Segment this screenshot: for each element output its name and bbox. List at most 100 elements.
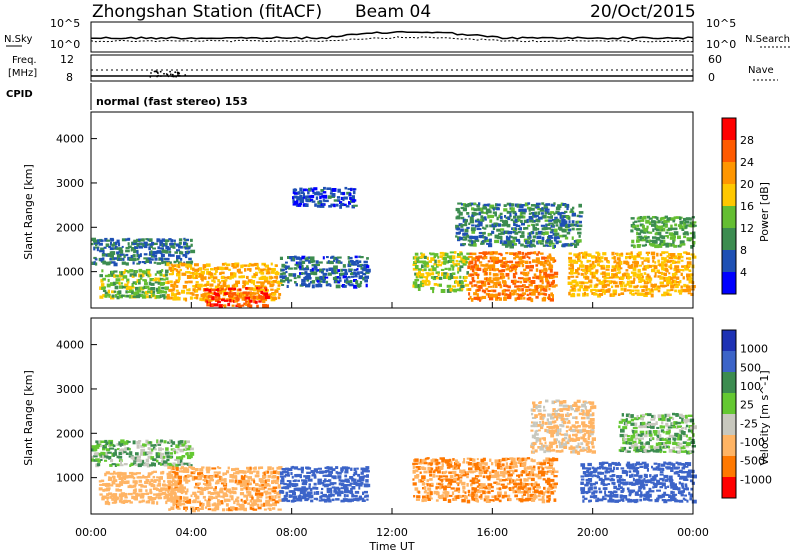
echo-cell [664, 263, 668, 267]
echo-cell [457, 466, 460, 470]
echo-cell [194, 289, 197, 293]
echo-cell [350, 467, 353, 471]
echo-cell [414, 252, 419, 256]
echo-cell [144, 480, 149, 485]
echo-cell [643, 477, 646, 481]
echo-cell [428, 260, 432, 263]
echo-cell [493, 268, 497, 272]
echo-cell [167, 466, 173, 470]
echo-cell [537, 446, 541, 449]
echo-cell [142, 460, 145, 464]
echo-cell [317, 192, 320, 196]
echo-cell [548, 253, 552, 256]
echo-cell [159, 257, 163, 260]
echo-cell [500, 483, 505, 486]
echo-cell [144, 282, 148, 286]
echo-cell [469, 268, 473, 271]
echo-cell [412, 267, 418, 271]
echo-cell [138, 254, 141, 259]
echo-cell [412, 462, 416, 466]
echo-cell [519, 280, 523, 284]
echo-cell [179, 484, 184, 489]
echo-cell [159, 282, 164, 286]
echo-cell [136, 472, 141, 475]
echo-cell [529, 292, 533, 296]
echo-cell [637, 216, 641, 219]
echo-cell [258, 487, 263, 491]
echo-cell [356, 479, 362, 483]
echo-cell [360, 471, 364, 475]
echo-cell [541, 420, 545, 425]
echo-cell [327, 272, 332, 276]
echo-cell [543, 226, 548, 231]
echo-cell [145, 243, 149, 246]
echo-cell [312, 471, 316, 476]
echo-cell [311, 271, 314, 274]
echo-cell [567, 281, 573, 285]
echo-cell [141, 261, 146, 264]
echo-cell [206, 470, 210, 474]
echo-cell [604, 490, 607, 495]
echo-cell [165, 250, 169, 254]
echo-cell [175, 296, 179, 301]
freq-dot [174, 71, 177, 74]
echo-cell [423, 261, 427, 264]
echo-cell [149, 441, 152, 444]
echo-cell [573, 403, 578, 407]
echo-cell [163, 462, 168, 467]
echo-cell [298, 265, 302, 269]
echo-cell [151, 501, 154, 505]
echo-cell [186, 470, 190, 473]
echo-cell [355, 259, 359, 263]
echo-cell [467, 462, 473, 466]
echo-cell [423, 255, 427, 259]
echo-cell [516, 498, 520, 501]
echo-cell [587, 437, 590, 440]
echo-cell [686, 288, 692, 292]
echo-cell [604, 494, 607, 497]
echo-cell [362, 491, 365, 495]
echo-cell [239, 483, 244, 488]
echo-structure [99, 268, 170, 300]
echo-cell [223, 289, 227, 294]
echo-cell [199, 273, 204, 277]
echo-cell [633, 260, 638, 265]
echo-cell [688, 269, 692, 272]
echo-cell [188, 274, 192, 279]
echo-cell [643, 285, 648, 289]
echo-cell [480, 497, 483, 500]
echo-cell [584, 440, 588, 443]
echo-cell [365, 483, 371, 488]
echo-cell [625, 269, 629, 272]
echo-cell [551, 441, 555, 445]
echo-cell [577, 220, 580, 223]
echo-cell [514, 212, 518, 216]
echo-cell [589, 279, 593, 284]
echo-cell [528, 207, 531, 212]
echo-cell [424, 283, 430, 286]
echo-cell [660, 463, 666, 467]
echo-cell [602, 482, 606, 487]
echo-cell [532, 441, 537, 445]
echo-cell [172, 487, 177, 492]
y-tick-label: 2000 [56, 221, 84, 234]
echo-cell [632, 482, 637, 485]
echo-cell [306, 265, 309, 269]
echo-cell [609, 469, 615, 473]
echo-cell [216, 266, 221, 270]
echo-cell [252, 292, 257, 295]
echo-cell [452, 267, 455, 271]
echo-cell [665, 493, 669, 496]
echo-cell [152, 484, 156, 488]
echo-cell [446, 485, 451, 488]
echo-cell [641, 261, 644, 265]
echo-cell [186, 245, 192, 248]
echo-cell [148, 295, 152, 299]
echo-cell [271, 271, 275, 274]
echo-cell [133, 472, 138, 476]
echo-cell [643, 293, 648, 297]
echo-cell [657, 289, 661, 293]
echo-cell [340, 487, 345, 490]
echo-cell [516, 252, 519, 257]
echo-cell [601, 284, 606, 289]
